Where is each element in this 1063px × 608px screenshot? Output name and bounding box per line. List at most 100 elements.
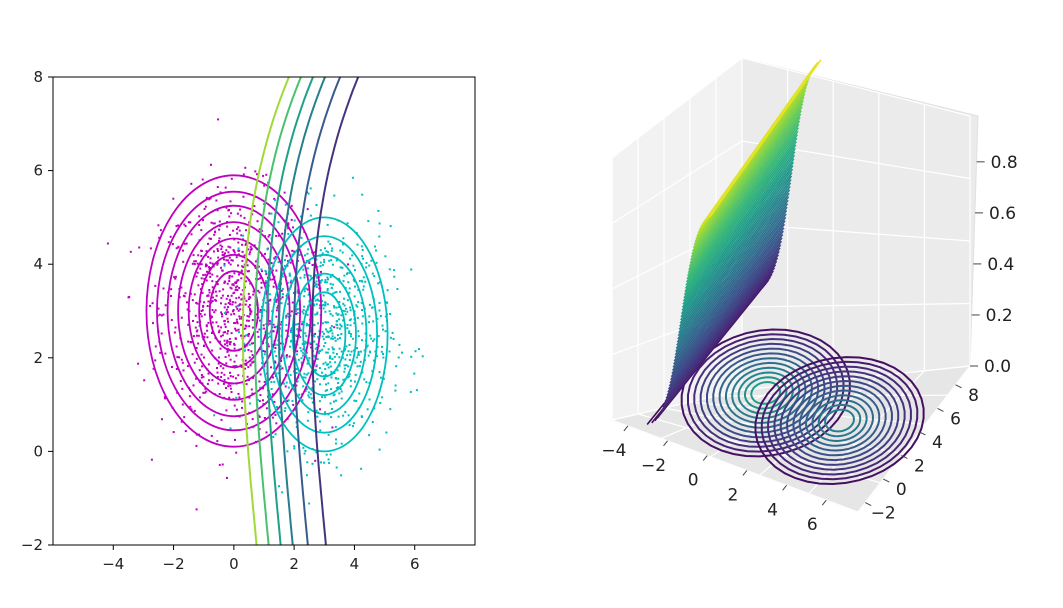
- scatter-point: [365, 266, 368, 269]
- scatter-point: [308, 262, 311, 264]
- scatter-point: [354, 269, 356, 272]
- scatter-point: [303, 452, 306, 455]
- scatter-point: [324, 247, 326, 250]
- scatter-point: [252, 293, 255, 296]
- scatter-point: [377, 282, 380, 285]
- scatter-point: [206, 336, 209, 339]
- contour-line: [166, 204, 302, 418]
- scatter-point: [211, 321, 214, 324]
- scatter-point: [259, 319, 261, 322]
- scatter-point: [418, 348, 420, 351]
- scatter-point: [378, 281, 381, 284]
- scatter-point: [227, 377, 230, 380]
- scatter-point: [242, 173, 245, 176]
- scatter-point: [230, 313, 233, 316]
- scatter-point: [272, 436, 275, 438]
- scatter-point: [315, 451, 318, 454]
- scatter-point: [243, 254, 246, 257]
- scatter-point: [216, 440, 219, 443]
- scatter-point: [301, 362, 303, 365]
- scatter-point: [303, 290, 306, 293]
- scatter-point: [211, 262, 214, 265]
- scatter-point: [269, 278, 272, 281]
- scatter-point: [348, 344, 351, 346]
- scatter-point: [291, 399, 294, 402]
- scatter-point: [304, 449, 307, 452]
- scatter-point: [410, 268, 413, 271]
- scatter-point: [215, 199, 218, 202]
- scatter-point: [247, 349, 250, 351]
- scatter-point: [253, 205, 256, 207]
- scatter-point: [343, 310, 346, 313]
- floor-contour-line: [767, 365, 912, 476]
- scatter-point: [213, 414, 216, 417]
- surface-line: [676, 199, 789, 346]
- scatter-point: [263, 184, 266, 187]
- scatter-point: [281, 293, 284, 296]
- scatter-point: [200, 310, 203, 312]
- scatter-point: [241, 243, 244, 246]
- surface-line: [708, 59, 822, 218]
- scatter-point: [378, 235, 381, 238]
- scatter-point: [158, 236, 161, 239]
- scatter-point: [192, 254, 195, 257]
- scatter-point: [358, 392, 361, 395]
- scatter-point: [225, 409, 228, 412]
- scatter-point: [329, 282, 332, 285]
- scatter-point: [389, 225, 392, 228]
- scatter-point: [300, 393, 303, 396]
- scatter-point: [234, 286, 237, 289]
- scatter-point: [346, 354, 349, 357]
- scatter-point: [190, 341, 193, 344]
- scatter-point: [228, 280, 231, 282]
- scatter-point: [209, 267, 212, 269]
- scatter-point: [380, 350, 383, 353]
- scatter-point: [229, 246, 232, 249]
- scatter-point: [287, 232, 290, 235]
- floor-contour-line: [725, 361, 807, 424]
- scatter-point: [316, 311, 319, 314]
- scatter-point: [260, 268, 263, 271]
- scatter-point: [195, 301, 198, 304]
- surface-line: [678, 185, 791, 334]
- scatter-point: [240, 234, 243, 237]
- scatter-point: [295, 384, 298, 387]
- scatter-point: [246, 315, 249, 318]
- scatter-point: [257, 289, 260, 292]
- scatter-point: [341, 356, 344, 359]
- scatter-point: [342, 280, 345, 283]
- scatter-point: [335, 291, 338, 293]
- scatter-point: [249, 251, 252, 254]
- scatter-point: [335, 353, 338, 355]
- surface-line: [682, 151, 796, 302]
- scatter-point: [221, 269, 224, 272]
- scatter-point: [301, 310, 304, 313]
- scatter-point: [234, 288, 237, 291]
- scatter-point: [361, 309, 363, 311]
- scatter-point: [226, 339, 229, 342]
- scatter-point: [289, 345, 291, 348]
- scatter-point: [279, 368, 282, 371]
- scatter-point: [360, 415, 363, 418]
- scatter-point: [292, 226, 294, 229]
- scatter-point: [211, 315, 213, 318]
- scatter-point: [186, 301, 188, 304]
- scatter-point: [246, 264, 249, 267]
- scatter-point: [348, 359, 351, 361]
- scatter-point: [309, 343, 312, 346]
- scatter-point: [331, 263, 334, 266]
- scatter-point: [315, 283, 318, 286]
- scatter-point: [353, 295, 356, 298]
- scatter-point: [377, 209, 380, 212]
- scatter-point: [325, 250, 328, 253]
- scatter-point: [286, 450, 289, 453]
- surface-line: [681, 161, 795, 311]
- scatter-point: [337, 415, 340, 418]
- scatter-point: [188, 395, 191, 398]
- scatter-point: [226, 344, 229, 347]
- scatter-point: [193, 361, 196, 364]
- scatter-point: [324, 396, 327, 399]
- scatter-point: [225, 249, 228, 252]
- scatter-point: [216, 263, 219, 266]
- scatter-point: [238, 317, 241, 320]
